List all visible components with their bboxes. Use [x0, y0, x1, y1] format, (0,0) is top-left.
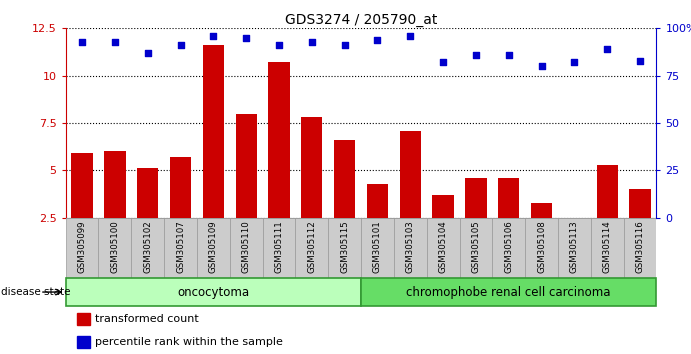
Bar [394, 218, 426, 278]
Bar [71, 153, 93, 218]
Text: GSM305108: GSM305108 [537, 221, 546, 274]
Text: GSM305110: GSM305110 [242, 221, 251, 274]
FancyBboxPatch shape [66, 278, 361, 306]
Bar [236, 114, 257, 218]
Bar [367, 184, 388, 218]
Text: GSM305112: GSM305112 [307, 221, 316, 274]
Bar [596, 165, 618, 218]
Text: GSM305101: GSM305101 [373, 221, 382, 274]
Text: GSM305105: GSM305105 [471, 221, 480, 274]
Bar [197, 218, 229, 278]
Text: GSM305099: GSM305099 [77, 221, 86, 273]
Text: disease state: disease state [1, 287, 71, 297]
Point [503, 52, 514, 58]
Bar [426, 218, 460, 278]
Bar [460, 218, 492, 278]
Bar [433, 195, 454, 218]
Point [372, 37, 383, 42]
Bar [498, 178, 520, 218]
Bar [77, 336, 91, 348]
FancyBboxPatch shape [361, 278, 656, 306]
Bar [623, 218, 656, 278]
Point [77, 39, 88, 44]
Point [602, 46, 613, 52]
Bar [630, 189, 651, 218]
Text: GSM305113: GSM305113 [570, 221, 579, 274]
Point [471, 52, 482, 58]
Point [437, 59, 448, 65]
Point [240, 35, 252, 41]
Text: GSM305100: GSM305100 [111, 221, 120, 274]
Point [142, 50, 153, 56]
Point [109, 39, 120, 44]
Text: GSM305114: GSM305114 [603, 221, 612, 274]
Point [208, 33, 219, 39]
Bar [229, 218, 263, 278]
Text: GSM305104: GSM305104 [439, 221, 448, 274]
Bar [98, 218, 131, 278]
Bar [301, 117, 323, 218]
Bar [492, 218, 525, 278]
Bar [77, 313, 91, 325]
Bar [268, 62, 290, 218]
Point [274, 42, 285, 48]
Text: GSM305106: GSM305106 [504, 221, 513, 274]
Title: GDS3274 / 205790_at: GDS3274 / 205790_at [285, 13, 437, 27]
Bar [164, 218, 197, 278]
Bar [361, 218, 394, 278]
Point [536, 63, 547, 69]
Bar [131, 218, 164, 278]
Text: GSM305102: GSM305102 [143, 221, 152, 274]
Text: percentile rank within the sample: percentile rank within the sample [95, 337, 283, 347]
Bar [104, 152, 126, 218]
Text: transformed count: transformed count [95, 314, 199, 324]
Point [634, 58, 645, 63]
Bar [170, 157, 191, 218]
Text: GSM305103: GSM305103 [406, 221, 415, 274]
Point [405, 33, 416, 39]
Bar [531, 202, 552, 218]
Bar [295, 218, 328, 278]
Point [306, 39, 317, 44]
Bar [465, 178, 486, 218]
Point [569, 59, 580, 65]
Text: oncocytoma: oncocytoma [178, 286, 249, 298]
Bar [66, 218, 98, 278]
Bar [591, 218, 623, 278]
Point [175, 42, 186, 48]
Bar [564, 218, 585, 222]
Bar [202, 45, 224, 218]
Bar [263, 218, 295, 278]
Bar [137, 169, 158, 218]
Text: GSM305107: GSM305107 [176, 221, 185, 274]
Point [339, 42, 350, 48]
Text: GSM305115: GSM305115 [340, 221, 349, 274]
Bar [558, 218, 591, 278]
Bar [525, 218, 558, 278]
Text: GSM305111: GSM305111 [274, 221, 283, 274]
Bar [334, 140, 355, 218]
Text: GSM305109: GSM305109 [209, 221, 218, 273]
Bar [399, 131, 421, 218]
Bar [328, 218, 361, 278]
Text: GSM305116: GSM305116 [636, 221, 645, 274]
Text: chromophobe renal cell carcinoma: chromophobe renal cell carcinoma [406, 286, 611, 298]
